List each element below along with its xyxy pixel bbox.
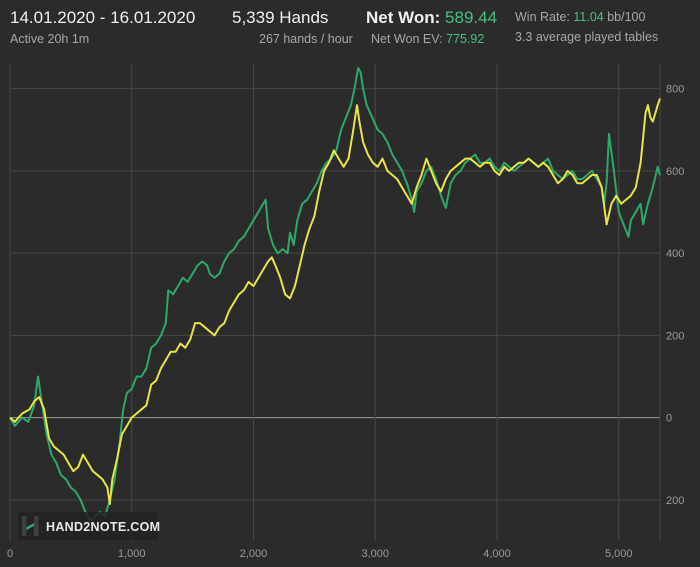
series-line-net-won [9,67,661,522]
net-won-ev-value: 775.92 [446,32,485,46]
net-won-stat: Net Won: 589.44 [366,8,497,28]
hands-per-hour: 267 hands / hour [259,32,353,46]
win-rate-label: Win Rate: [515,10,570,24]
logo-backdrop [18,512,158,540]
net-won-ev-label: Net Won EV: [371,32,443,46]
y-axis-labels: 200 0 200 400 600 800 [666,84,684,507]
date-range: 14.01.2020 - 16.01.2020 [10,8,196,27]
x-tick-label: 2,000 [240,548,268,560]
y-tick-label: 600 [666,166,684,178]
y-tick-label: 200 [666,495,684,507]
net-won-label: Net Won: [366,8,441,27]
x-tick-label: 1,000 [118,548,146,560]
win-rate-value: 11.04 [573,10,604,24]
x-tick-label: 4,000 [483,548,511,560]
y-tick-label: 200 [666,330,684,342]
active-time: Active 20h 1m [10,32,90,46]
series-lines [9,67,661,522]
series-line-net-won-ev [9,98,661,505]
x-tick-label: 0 [7,548,13,560]
grid [9,64,661,541]
logo-text: HAND2NOTE.COM [46,520,160,534]
win-rate-unit: bb/100 [607,10,646,24]
net-won-value: 589.44 [445,8,498,27]
y-tick-label: 800 [666,84,684,96]
x-tick-label: 5,000 [605,548,633,560]
hands-count: 5,339 Hands [232,8,329,27]
y-tick-label: 0 [666,413,672,425]
x-axis-labels: 0 1,000 2,000 3,000 4,000 5,000 [7,548,633,560]
hand2note-logo: HAND2NOTE.COM [18,512,160,540]
average-tables: 3.3 average played tables [515,30,659,44]
win-rate-stat: Win Rate: 11.04 bb/100 [515,10,645,24]
profit-graph: 200 0 200 400 600 800 0 1,000 2,000 3,000 4,000 5,… [7,64,684,560]
h-logo-icon [22,516,39,536]
stats-header: 14.01.2020 - 16.01.2020 Active 20h 1m 5,… [0,0,700,60]
y-tick-label: 400 [666,248,684,260]
x-tick-label: 3,000 [361,548,389,560]
net-won-ev-stat: Net Won EV: 775.92 [371,32,484,46]
